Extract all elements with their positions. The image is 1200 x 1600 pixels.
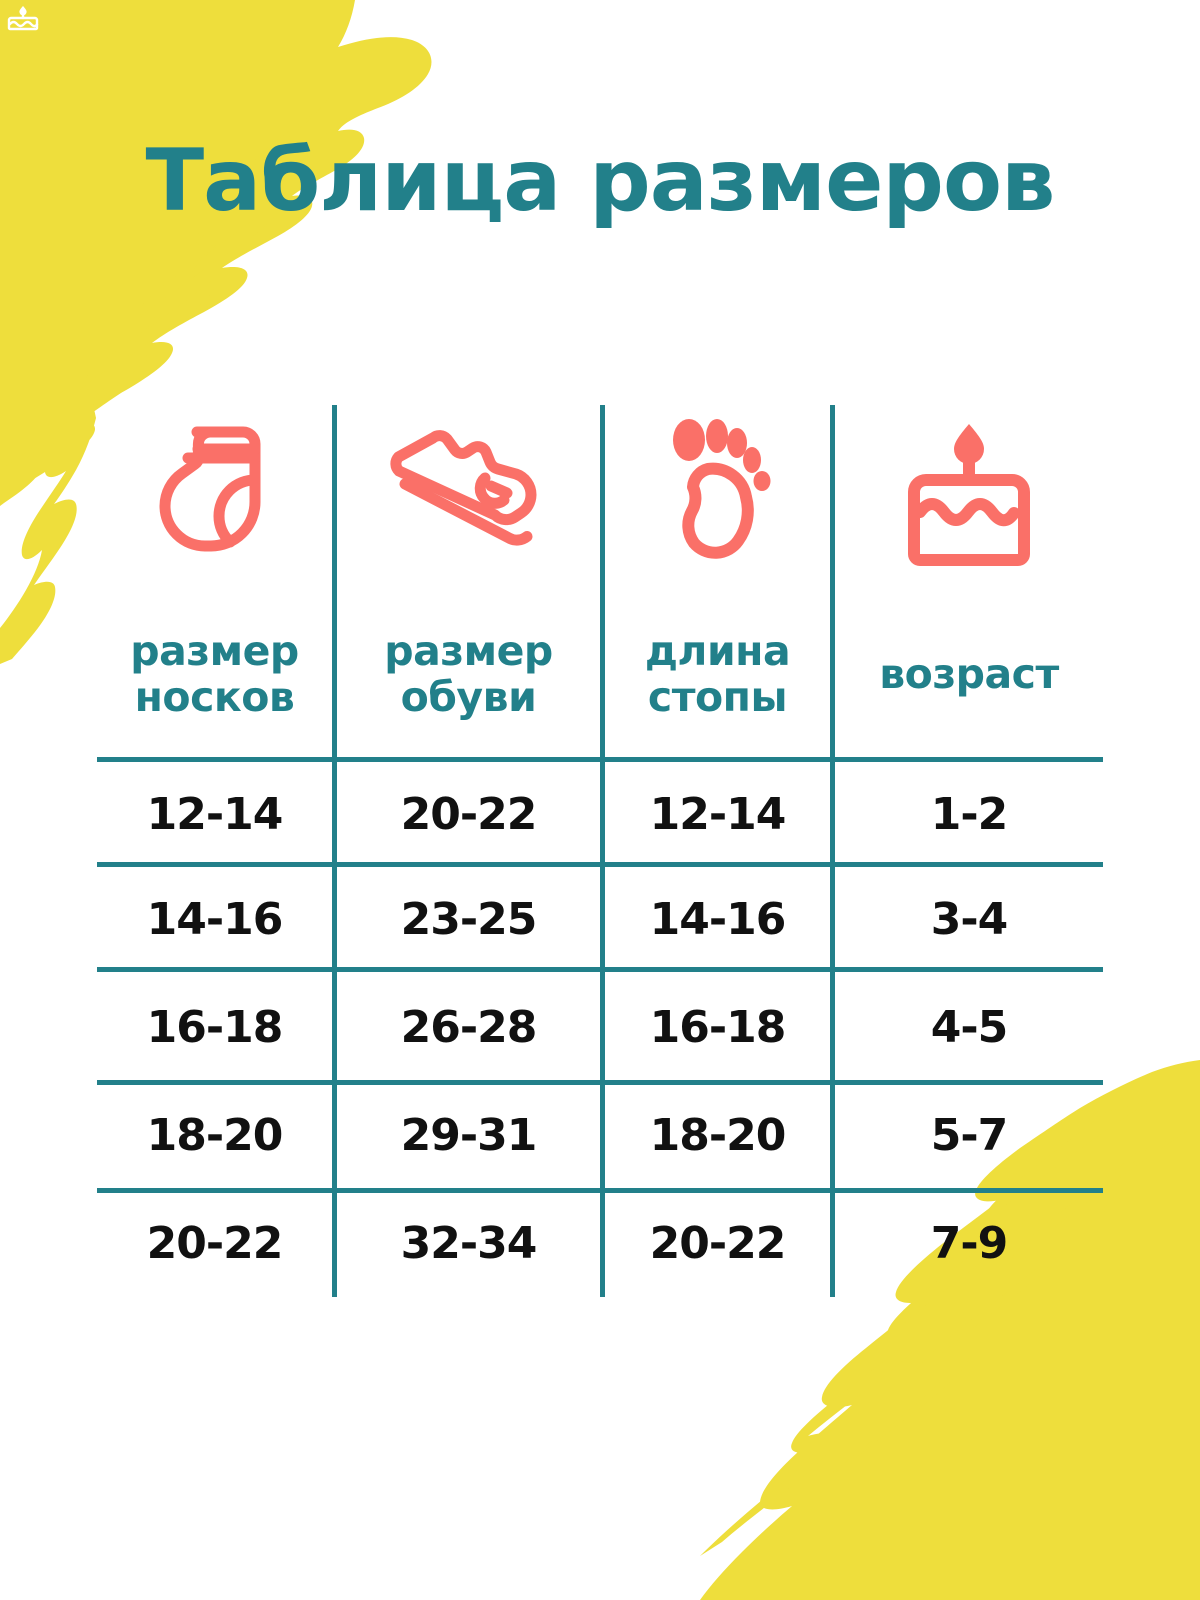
header-foot-length: длина стопы (605, 600, 830, 750)
footprint-icon (672, 418, 770, 559)
footprint-icon-cell (605, 405, 830, 585)
table-row: 12-14 (649, 788, 787, 840)
header-sock-size: размер носков (97, 600, 332, 750)
table-row: 18-20 (146, 1109, 284, 1161)
header-age-label: возраст (879, 650, 1059, 699)
header-age: возраст (835, 640, 1103, 710)
row-divider-1 (97, 862, 1103, 867)
header-foot-length-line1: длина (644, 627, 791, 676)
header-shoe-size-line2: обуви (400, 673, 537, 721)
row-divider-2 (97, 967, 1103, 972)
sock-icon (159, 426, 260, 552)
table-row: 5-7 (930, 1109, 1009, 1161)
row-divider-4 (97, 1188, 1103, 1193)
table-row: 4-5 (930, 1001, 1009, 1053)
table-row: 7-9 (930, 1217, 1009, 1269)
column-divider-2 (600, 405, 605, 1297)
page-title: Таблица размеров (145, 131, 1056, 231)
row-divider-header (97, 757, 1103, 762)
header-sock-size-line1: размер (130, 627, 299, 676)
table-row: 14-16 (649, 893, 787, 945)
table-row: 26-28 (400, 1001, 538, 1053)
table-row: 12-14 (146, 788, 284, 840)
table-row: 32-34 (400, 1217, 538, 1269)
table-row: 16-18 (649, 1001, 787, 1053)
sneaker-icon (390, 430, 537, 546)
header-sock-size-line2: носков (134, 673, 295, 721)
cake-icon (7, 6, 39, 31)
table-row: 20-22 (400, 788, 538, 840)
table-row: 14-16 (146, 893, 284, 945)
cake-icon-cell (835, 405, 1103, 585)
column-divider-1 (332, 405, 337, 1297)
cake-icon (907, 423, 1030, 566)
header-foot-length-line2: стопы (647, 673, 788, 721)
header-shoe-size-line1: размер (384, 627, 553, 676)
table-row: 20-22 (146, 1217, 284, 1269)
table-row: 1-2 (930, 788, 1009, 840)
table-row: 29-31 (400, 1109, 538, 1161)
header-shoe-size: размер обуви (337, 600, 600, 750)
table-row: 18-20 (649, 1109, 787, 1161)
table-row: 16-18 (146, 1001, 284, 1053)
table-row: 3-4 (930, 893, 1009, 945)
table-row: 20-22 (649, 1217, 787, 1269)
table-row: 23-25 (400, 893, 538, 945)
column-divider-3 (830, 405, 835, 1297)
row-divider-3 (97, 1080, 1103, 1085)
sneaker-icon-cell (337, 405, 600, 585)
sock-icon-cell (97, 405, 332, 585)
